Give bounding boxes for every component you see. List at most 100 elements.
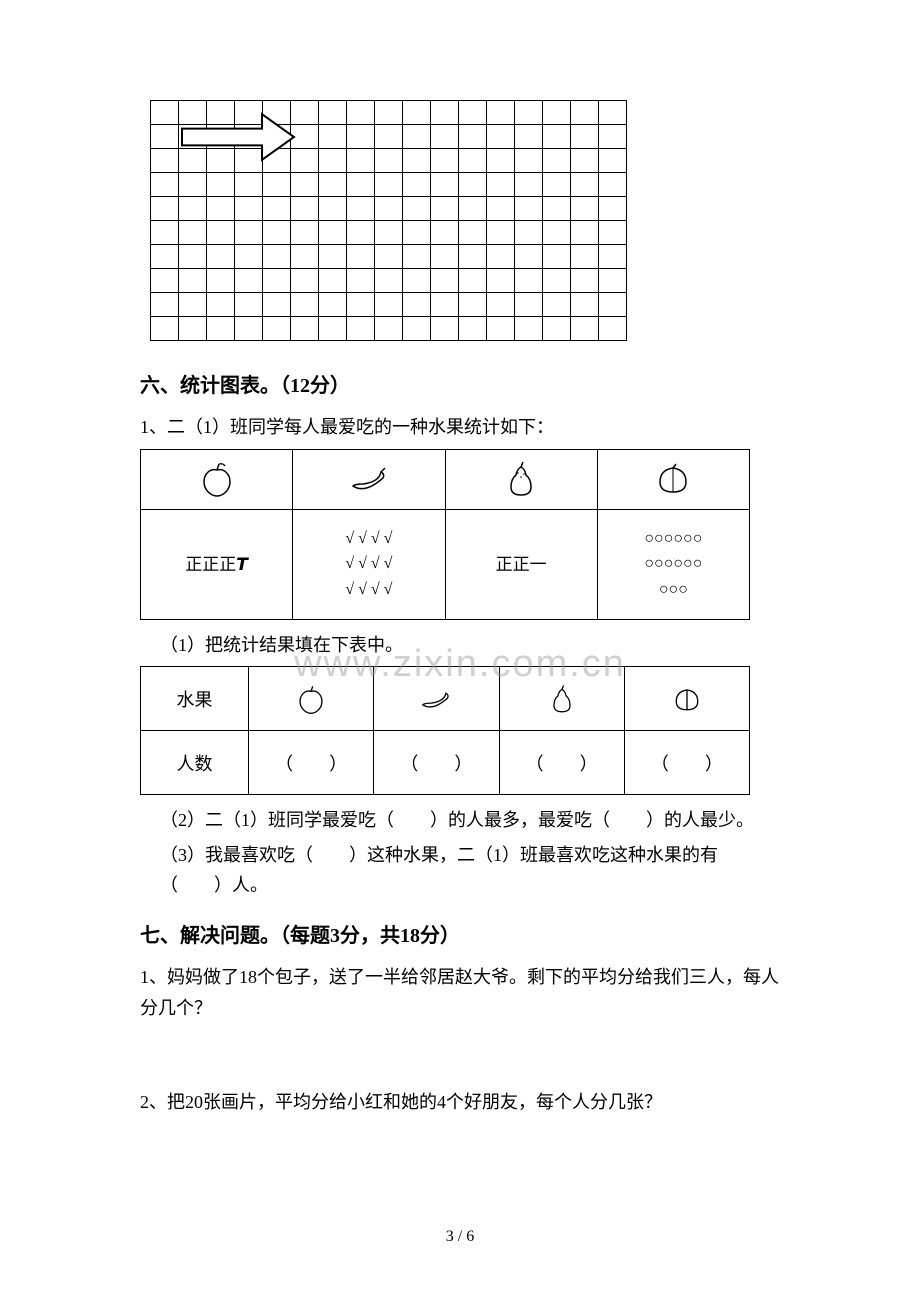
- tally-banana: √ √ √ √ √ √ √ √ √ √ √ √: [293, 509, 445, 619]
- grid-cell: [459, 317, 487, 341]
- grid-cell: [319, 269, 347, 293]
- grid-cell: [599, 293, 627, 317]
- grid-cell: [179, 197, 207, 221]
- grid-cell: [319, 293, 347, 317]
- grid-cell: [375, 125, 403, 149]
- grid-cell: [571, 173, 599, 197]
- grid-cell: [151, 197, 179, 221]
- grid-cell: [459, 221, 487, 245]
- result-icon-banana: [374, 667, 499, 731]
- grid-cell: [543, 221, 571, 245]
- grid-cell: [347, 125, 375, 149]
- grid-cell: [347, 293, 375, 317]
- grid-cell: [403, 245, 431, 269]
- tally-apple-text: 正正正𝙏: [185, 555, 248, 574]
- grid-cell: [459, 245, 487, 269]
- grid-cell: [403, 317, 431, 341]
- grid-cell: [515, 173, 543, 197]
- grid-cell: [459, 197, 487, 221]
- grid-cell: [431, 221, 459, 245]
- result-blank-peach: （ ）: [624, 731, 749, 795]
- grid-cell: [375, 221, 403, 245]
- grid-cell: [263, 101, 291, 125]
- grid-cell: [151, 245, 179, 269]
- tally-apple: 正正正𝙏: [141, 509, 293, 619]
- grid-cell: [599, 125, 627, 149]
- grid-cell: [151, 149, 179, 173]
- grid-cell: [515, 293, 543, 317]
- grid-cell: [515, 101, 543, 125]
- grid-cell: [431, 101, 459, 125]
- grid-cell: [599, 221, 627, 245]
- grid-cell: [487, 149, 515, 173]
- grid-cell: [487, 293, 515, 317]
- grid-cell: [375, 293, 403, 317]
- result-icon-pear: [499, 667, 624, 731]
- grid-cell: [179, 173, 207, 197]
- grid-cell: [347, 245, 375, 269]
- grid-cell: [235, 317, 263, 341]
- grid-cell: [375, 149, 403, 173]
- grid-cell: [235, 149, 263, 173]
- grid-cell: [375, 101, 403, 125]
- grid-cell: [291, 101, 319, 125]
- tally-peach: ○○○○○○ ○○○○○○ ○○○: [597, 509, 749, 619]
- grid-cell: [291, 245, 319, 269]
- grid-cell: [263, 293, 291, 317]
- grid-cell: [543, 125, 571, 149]
- grid-cell: [319, 101, 347, 125]
- grid-cell: [151, 101, 179, 125]
- grid-cell: [235, 269, 263, 293]
- grid-cell: [347, 221, 375, 245]
- grid-cell: [235, 293, 263, 317]
- grid-cell: [515, 125, 543, 149]
- grid-cell: [543, 245, 571, 269]
- grid-cell: [375, 245, 403, 269]
- fruit-icon-pear: [445, 449, 597, 509]
- grid-cell: [291, 269, 319, 293]
- grid-cell: [151, 317, 179, 341]
- grid-cell: [515, 245, 543, 269]
- section6-sub3: （3）我最喜欢吃（ ）这种水果，二（1）班最喜欢吃这种水果的有（ ）人。: [140, 840, 780, 901]
- grid-cell: [459, 125, 487, 149]
- grid-cell: [207, 293, 235, 317]
- grid-cell: [235, 245, 263, 269]
- grid-cell: [347, 197, 375, 221]
- grid-cell: [571, 317, 599, 341]
- grid-cell: [487, 197, 515, 221]
- fruit-icon-apple: [141, 449, 293, 509]
- grid-cell: [375, 197, 403, 221]
- grid-cell: [347, 269, 375, 293]
- grid-cell: [151, 125, 179, 149]
- grid-cell: [291, 125, 319, 149]
- grid-cell: [403, 221, 431, 245]
- grid-cell: [263, 149, 291, 173]
- grid-cell: [599, 197, 627, 221]
- grid-cell: [599, 173, 627, 197]
- grid-cell: [543, 101, 571, 125]
- grid-cell: [571, 149, 599, 173]
- grid-cell: [347, 101, 375, 125]
- grid-cell: [571, 125, 599, 149]
- fruit-icon-banana: [293, 449, 445, 509]
- grid-cell: [571, 245, 599, 269]
- grid-cell: [263, 197, 291, 221]
- grid-cell: [179, 293, 207, 317]
- grid-cell: [431, 197, 459, 221]
- grid-cell: [319, 221, 347, 245]
- grid-cell: [179, 149, 207, 173]
- grid-cell: [235, 125, 263, 149]
- grid-cell: [487, 173, 515, 197]
- fruit-result-table: 水果 人数 （ ） （ ） （ ） （ ）: [140, 666, 750, 795]
- grid-cell: [291, 173, 319, 197]
- grid-cell: [263, 173, 291, 197]
- grid-cell: [319, 125, 347, 149]
- tally-peach-line1: ○○○○○○: [602, 526, 745, 552]
- grid-cell: [375, 317, 403, 341]
- grid-cell: [571, 269, 599, 293]
- result-icon-peach: [624, 667, 749, 731]
- section6-intro: 1、二（1）班同学每人最爱吃的一种水果统计如下：: [140, 412, 780, 443]
- grid-cell: [235, 173, 263, 197]
- grid-cell: [403, 269, 431, 293]
- result-header-fruit: 水果: [141, 667, 249, 731]
